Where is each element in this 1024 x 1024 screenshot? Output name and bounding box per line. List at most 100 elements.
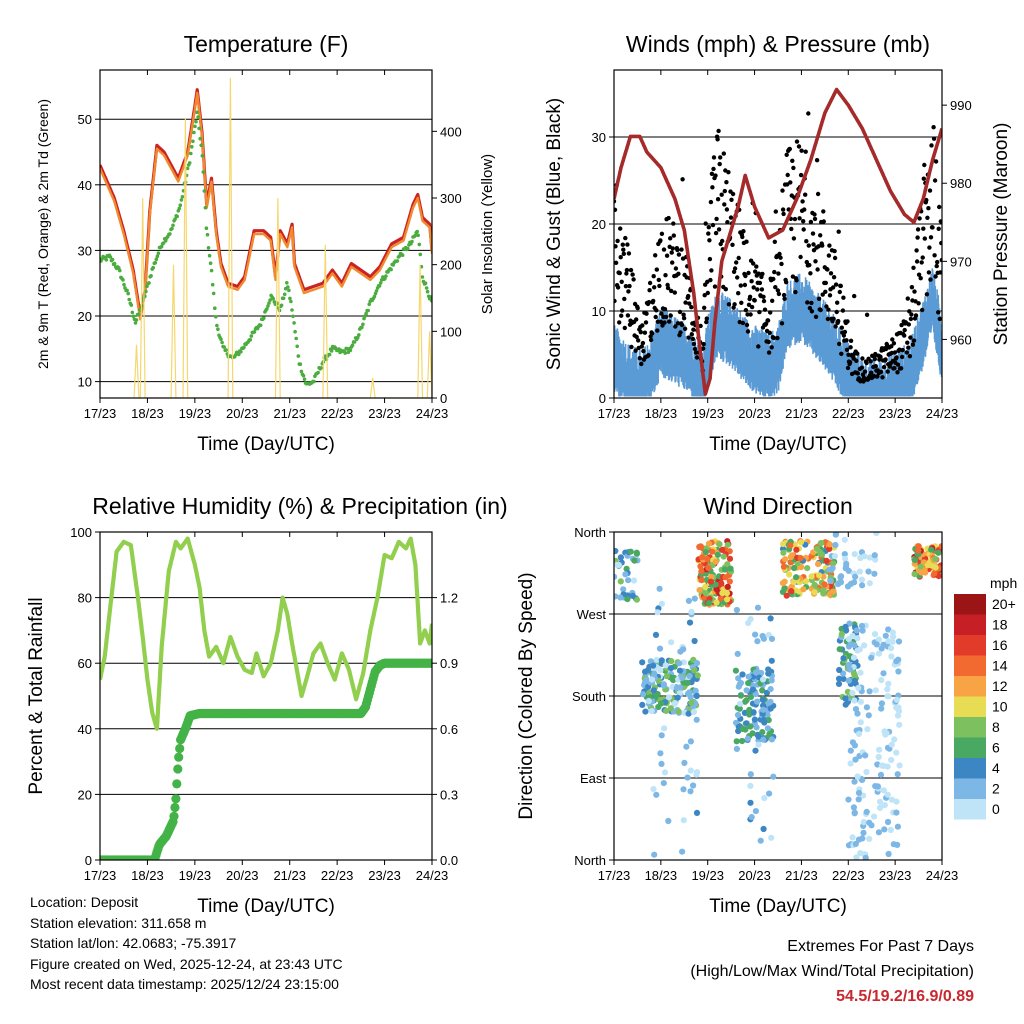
wind-gust-point	[672, 290, 677, 295]
panel-title: Wind Direction	[703, 493, 853, 519]
wind-gust-point	[813, 259, 818, 264]
wind-gust-point	[618, 255, 623, 260]
direction-point	[870, 813, 878, 820]
direction-point	[677, 648, 684, 655]
wind-gust-point	[929, 143, 934, 148]
direction-point	[675, 708, 682, 715]
wind-gust-point	[900, 347, 905, 353]
direction-point	[617, 594, 624, 601]
direction-point	[880, 762, 887, 770]
dewpoint-point	[389, 267, 393, 272]
wind-gust-point	[935, 259, 940, 265]
direction-point	[719, 590, 726, 597]
dewpoint-point	[130, 310, 135, 315]
direction-point	[855, 730, 863, 738]
wind-gust-point	[835, 300, 840, 305]
direction-series-group	[614, 532, 942, 860]
direction-point	[859, 627, 866, 634]
wind-gust-point	[860, 356, 865, 361]
direction-point	[871, 552, 878, 559]
wind-gust-point	[742, 282, 748, 288]
direction-point	[752, 747, 759, 754]
direction-point	[885, 638, 892, 645]
direction-point	[845, 796, 852, 803]
direction-point	[893, 749, 900, 756]
wind-gust-point	[916, 301, 921, 306]
direction-point	[876, 804, 884, 812]
direction-point	[917, 563, 924, 570]
wind-gust-point	[824, 304, 829, 309]
dewpoint-point	[367, 302, 372, 307]
wind-gust-point	[720, 238, 725, 244]
wind-gust-point	[728, 215, 734, 220]
dewpoint-point	[378, 281, 383, 285]
wind-gust-point	[823, 289, 828, 294]
wind-gust-point	[761, 298, 767, 304]
wind-gust-point	[663, 314, 669, 320]
wind-gust-point	[775, 288, 781, 293]
dewpoint-point	[279, 303, 284, 308]
direction-point	[739, 671, 746, 678]
wind-gust-point	[830, 285, 836, 290]
wind-gust-point	[838, 283, 843, 289]
x-tick-label: 21/23	[273, 868, 306, 883]
y-right-tick-label: 0.6	[440, 722, 458, 737]
direction-point	[851, 778, 858, 785]
wind-gust-point	[803, 192, 808, 197]
direction-point	[827, 577, 834, 584]
dewpoint-point	[153, 260, 158, 265]
direction-point	[680, 786, 687, 793]
dewpoint-point	[207, 253, 212, 258]
wind-gust-point	[765, 318, 771, 323]
wind-gust-point	[669, 250, 674, 255]
wind-gust-point	[836, 229, 841, 234]
wind-gust-point	[890, 337, 895, 342]
dewpoint-point	[355, 335, 360, 340]
direction-point	[633, 596, 641, 603]
direction-point	[880, 670, 887, 677]
dewpoint-point	[204, 226, 209, 230]
wind-gust-point	[701, 341, 706, 347]
wind-gust-point	[800, 199, 805, 204]
dewpoint-point	[319, 366, 324, 370]
dewpoint-point	[112, 261, 117, 266]
dewpoint-point	[190, 145, 194, 149]
direction-point	[874, 783, 882, 790]
dewpoint-point	[425, 289, 430, 294]
wind-gust-point	[723, 287, 728, 292]
dewpoint-point	[198, 136, 202, 141]
direction-point	[752, 691, 759, 698]
dewpoint-point	[267, 301, 271, 305]
direction-point	[698, 568, 705, 575]
dewpoint-point	[348, 348, 353, 353]
direction-point	[895, 668, 902, 675]
direction-point	[614, 593, 619, 600]
dewpoint-point	[144, 289, 148, 294]
direction-point	[733, 745, 741, 753]
wind-gust-point	[864, 360, 869, 366]
wind-gust-point	[619, 313, 624, 318]
wind-gust-point	[704, 316, 709, 321]
x-tick-label: 19/23	[691, 406, 724, 421]
wind-gust-point	[895, 362, 901, 367]
y-tick-label: 30	[592, 130, 606, 145]
wind-gust-point	[753, 269, 758, 274]
direction-point	[661, 725, 668, 732]
dewpoint-point	[312, 379, 316, 384]
direction-point	[654, 609, 661, 616]
direction-point	[838, 631, 845, 638]
direction-point	[819, 551, 826, 558]
y-tick-label: 20	[78, 309, 92, 324]
panel-title: Winds (mph) & Pressure (mb)	[626, 31, 930, 57]
wind-gust-point	[703, 221, 708, 226]
wind-gust-point	[821, 219, 826, 224]
legend-label: 14	[992, 658, 1008, 674]
direction-point	[688, 608, 695, 616]
wind-gust-point	[939, 240, 942, 246]
wind-gust-point	[883, 357, 888, 362]
dewpoint-point	[163, 239, 168, 243]
direction-point	[871, 570, 878, 577]
direction-point	[782, 556, 789, 563]
wind-gust-point	[641, 348, 646, 354]
direction-point	[863, 704, 871, 711]
